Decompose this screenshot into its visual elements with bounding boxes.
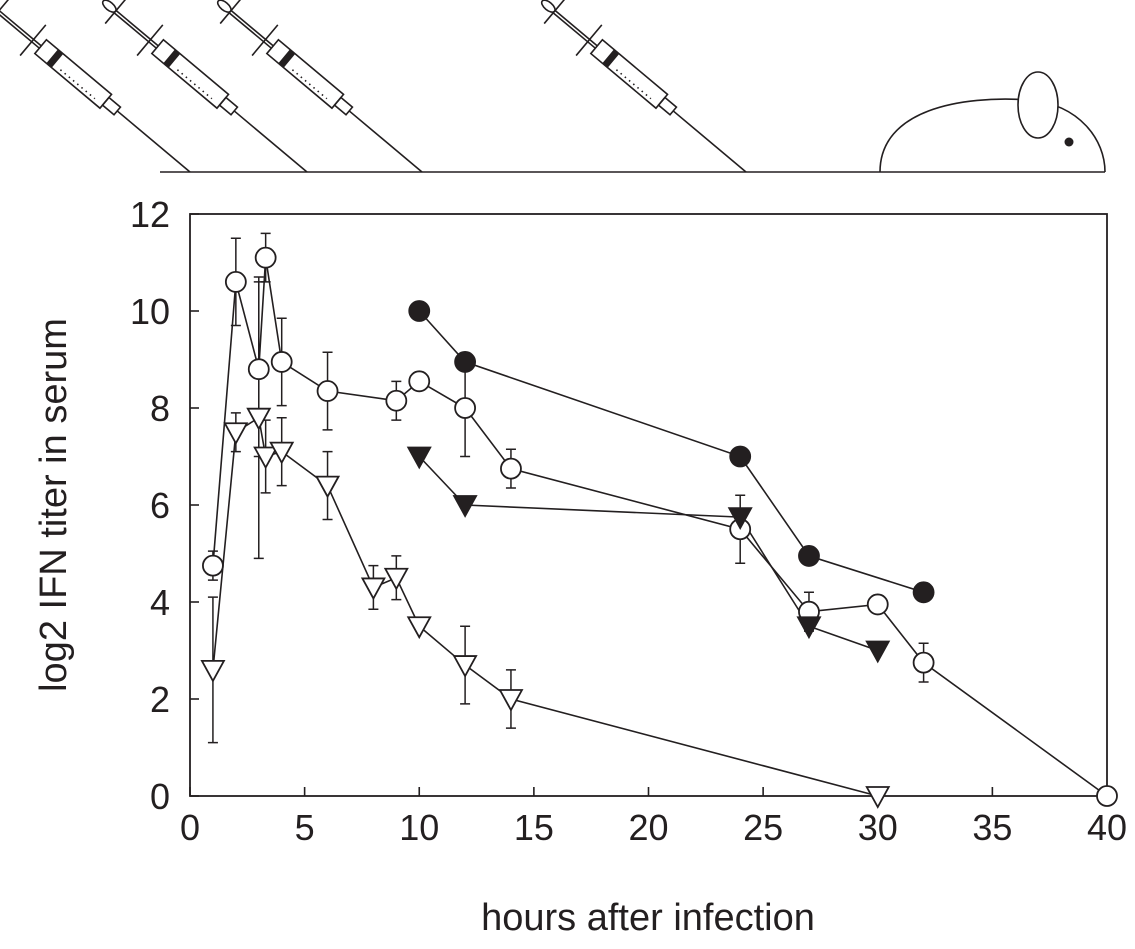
- circle-marker: [202, 554, 224, 577]
- triangle-marker: [406, 616, 432, 640]
- y-tick-label: 4: [150, 582, 170, 623]
- circle-marker: [1096, 785, 1118, 807]
- series-line: [212, 257, 1108, 797]
- triangle-marker: [269, 441, 295, 465]
- y-axis-label: log2 IFN titer in serum: [33, 318, 75, 692]
- x-tick-label: 35: [972, 807, 1012, 848]
- x-axis-label: hours after infection: [481, 897, 815, 939]
- circle-marker: [385, 389, 408, 412]
- mouse-body: [879, 98, 1106, 173]
- circle-marker: [454, 397, 477, 419]
- illustration: [0, 0, 1106, 189]
- syringe: [528, 0, 760, 189]
- circle-marker: [454, 351, 477, 373]
- triangle-marker: [406, 446, 432, 470]
- circle-marker: [500, 457, 522, 480]
- circle-marker: [912, 651, 935, 674]
- triangle-marker: [452, 495, 478, 518]
- triangle-marker: [796, 616, 822, 640]
- triangle-marker: [865, 640, 891, 664]
- syringe: [204, 0, 436, 189]
- triangle-marker: [200, 660, 226, 683]
- mouse-eye: [1064, 137, 1074, 147]
- series-line: [418, 310, 924, 594]
- x-tick-label: 0: [180, 807, 200, 848]
- circle-marker: [270, 351, 293, 373]
- circle-marker: [866, 593, 889, 616]
- syringe: [89, 0, 321, 189]
- triangle-marker: [223, 422, 249, 446]
- syringe: [0, 0, 204, 189]
- mouse-ear: [1017, 71, 1059, 139]
- x-tick-label: 10: [399, 807, 439, 848]
- y-tick-label: 12: [130, 194, 170, 235]
- triangle-marker: [452, 655, 478, 678]
- triangle-marker: [315, 475, 341, 499]
- x-tick-label: 25: [743, 807, 783, 848]
- triangle-marker: [498, 689, 524, 712]
- circle-marker: [254, 246, 277, 269]
- y-tick-label: 2: [150, 679, 170, 720]
- circle-marker: [729, 445, 752, 468]
- y-tick-label: 0: [150, 776, 170, 817]
- y-tick-label: 6: [150, 485, 170, 526]
- circle-marker: [408, 300, 431, 322]
- circle-marker: [316, 380, 339, 402]
- triangle-marker: [246, 407, 272, 431]
- y-tick-label: 10: [130, 291, 170, 332]
- triangle-marker: [727, 507, 753, 530]
- triangle-marker: [865, 786, 891, 809]
- y-tick-label: 8: [150, 388, 170, 429]
- circle-marker: [798, 545, 820, 567]
- circle-marker: [408, 370, 431, 393]
- triangle-marker: [253, 446, 279, 470]
- circle-marker: [224, 270, 247, 293]
- x-tick-label: 15: [514, 807, 554, 848]
- triangle-marker: [360, 577, 386, 601]
- series-line: [212, 416, 878, 797]
- circle-marker: [247, 358, 270, 381]
- triangle-marker: [383, 567, 409, 591]
- x-tick-label: 30: [858, 807, 898, 848]
- circle-marker: [912, 581, 935, 604]
- x-tick-label: 40: [1087, 807, 1127, 848]
- x-tick-label: 5: [295, 807, 315, 848]
- x-tick-label: 20: [628, 807, 668, 848]
